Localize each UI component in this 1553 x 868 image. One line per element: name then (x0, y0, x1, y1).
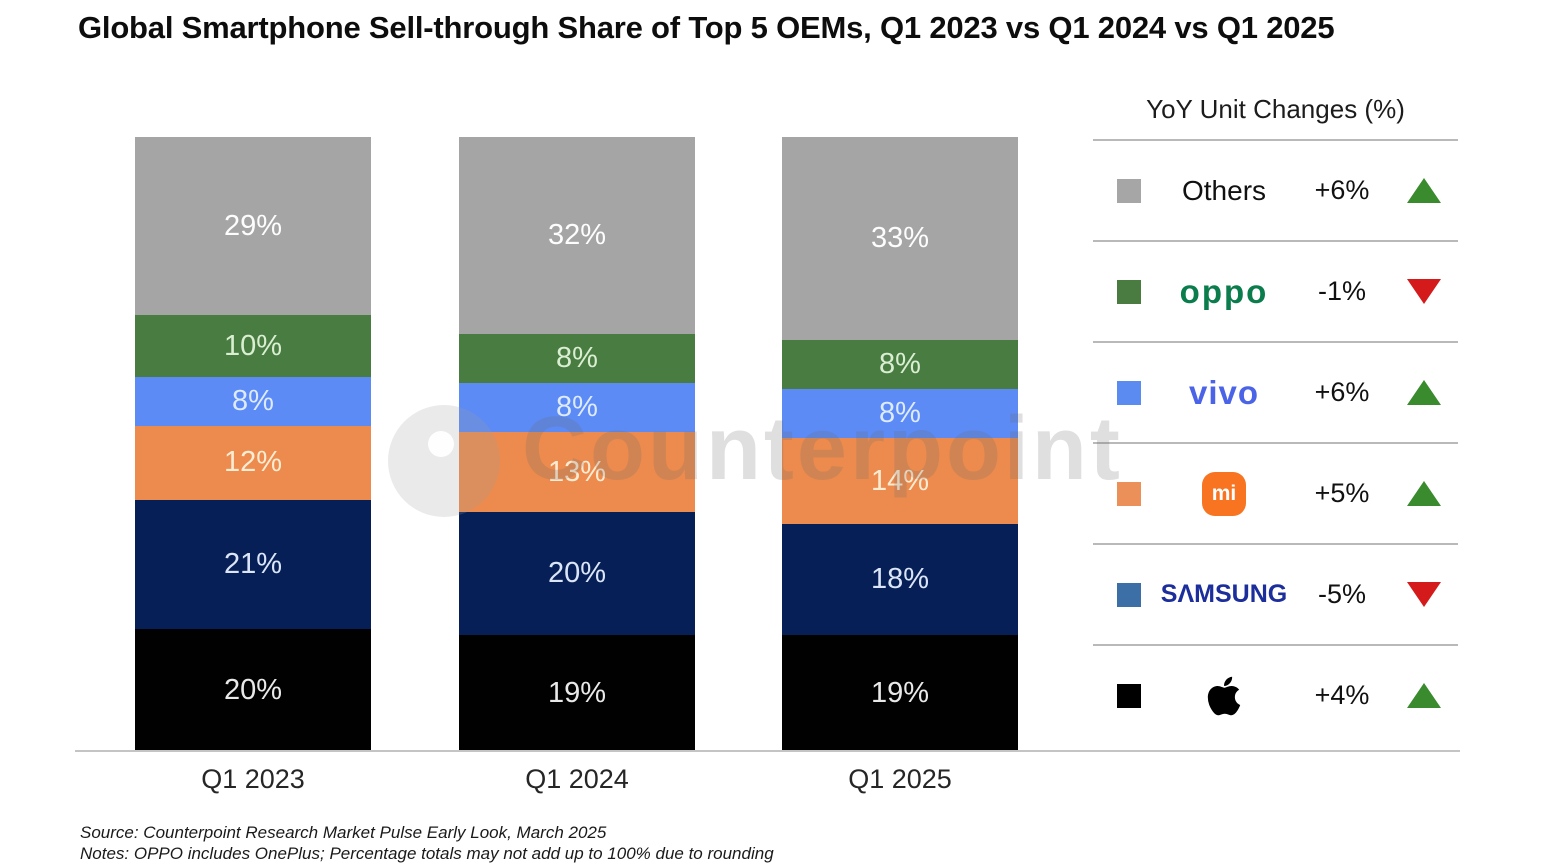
segment-apple-q1-2024: 19% (459, 635, 695, 752)
x-axis-line (75, 750, 1460, 752)
notes-line: Notes: OPPO includes OnePlus; Percentage… (80, 844, 774, 863)
source-line: Source: Counterpoint Research Market Pul… (80, 823, 607, 842)
samsung-swatch (1117, 582, 1141, 607)
legend-row-oppo: oppo -1% (1093, 240, 1458, 341)
yoy-legend: YoY Unit Changes (%) Others +6% oppo -1% viv… (1093, 80, 1458, 745)
others-yoy-change: +6% (1314, 175, 1370, 205)
bar-q1-2024: 32% 8% 8% 13% 20% 19% (459, 137, 695, 752)
category-label-q1-2024: Q1 2024 (525, 764, 629, 794)
xiaomi-swatch (1117, 481, 1141, 506)
arrow-up-icon (1407, 481, 1441, 506)
vivo-swatch (1117, 380, 1141, 405)
mi-icon: mi (1202, 471, 1246, 516)
segment-value-label: 12% (223, 446, 283, 479)
others-wordmark: Others (1181, 174, 1267, 206)
category-label-q1-2025: Q1 2025 (848, 764, 952, 794)
segment-others-q1-2025: 33% (782, 137, 1018, 340)
segment-xiaomi-q1-2023: 12% (135, 426, 371, 500)
segment-value-label: 20% (223, 673, 283, 706)
legend-row-vivo: vivo +6% (1093, 341, 1458, 442)
bar-q1-2025: 33% 8% 8% 14% 18% 19% (782, 137, 1018, 752)
apple-swatch (1117, 683, 1141, 708)
legend-row-samsung: SΛMSUNG -5% (1093, 543, 1458, 644)
segment-apple-q1-2025: 19% (782, 635, 1018, 752)
apple-icon (1207, 676, 1241, 715)
vivo-yoy-change: +6% (1314, 377, 1370, 407)
segment-value-label: 18% (870, 563, 930, 596)
segment-value-label: 13% (547, 455, 607, 488)
segment-value-label: 8% (556, 341, 598, 374)
segment-others-q1-2023: 29% (135, 137, 371, 316)
segment-samsung-q1-2025: 18% (782, 524, 1018, 636)
segment-apple-q1-2023: 20% (135, 628, 371, 752)
segment-xiaomi-q1-2024: 13% (459, 432, 695, 513)
segment-vivo-q1-2025: 8% (782, 389, 1018, 439)
xiaomi-logo: mi (1149, 471, 1299, 516)
segment-vivo-q1-2023: 8% (135, 376, 371, 427)
samsung-logo: SΛMSUNG (1149, 580, 1299, 609)
arrow-down-icon (1407, 582, 1441, 607)
arrow-down-icon (1407, 279, 1441, 304)
segment-samsung-q1-2023: 21% (135, 499, 371, 629)
others-logo: Others (1149, 175, 1299, 207)
arrow-up-icon (1407, 178, 1441, 203)
vivo-wordmark: vivo (1188, 373, 1260, 411)
segment-oppo-q1-2024: 8% (459, 333, 695, 383)
segment-samsung-q1-2024: 20% (459, 512, 695, 636)
segment-value-label: 14% (870, 464, 930, 497)
segment-value-label: 8% (556, 391, 598, 424)
segment-value-label: 10% (223, 329, 283, 362)
segment-value-label: 8% (232, 384, 274, 417)
oppo-logo: oppo (1149, 273, 1299, 311)
arrow-up-icon (1407, 683, 1441, 708)
vivo-logo: vivo (1149, 374, 1299, 412)
segment-oppo-q1-2023: 10% (135, 315, 371, 377)
samsung-yoy-change: -5% (1317, 579, 1366, 609)
segment-value-label: 29% (223, 209, 283, 242)
category-label-q1-2023: Q1 2023 (201, 764, 305, 794)
segment-vivo-q1-2024: 8% (459, 382, 695, 433)
arrow-up-icon (1407, 380, 1441, 405)
segment-oppo-q1-2025: 8% (782, 339, 1018, 390)
segment-value-label: 32% (547, 218, 607, 251)
legend-row-others: Others +6% (1093, 139, 1458, 240)
oppo-swatch (1117, 279, 1141, 304)
others-swatch (1117, 178, 1141, 203)
oppo-yoy-change: -1% (1317, 276, 1366, 306)
samsung-wordmark: SΛMSUNG (1160, 580, 1288, 608)
segment-others-q1-2024: 32% (459, 137, 695, 334)
bar-q1-2023: 29% 10% 8% 12% 21% 20% (135, 137, 371, 752)
segment-value-label: 8% (879, 348, 921, 381)
segment-value-label: 20% (547, 557, 607, 590)
legend-row-apple: +4% (1093, 644, 1458, 745)
oppo-wordmark: oppo (1179, 272, 1269, 310)
segment-value-label: 21% (223, 547, 283, 580)
segment-value-label: 33% (870, 221, 930, 254)
legend-title: YoY Unit Changes (%) (1146, 94, 1405, 124)
chart-title: Global Smartphone Sell-through Share of … (78, 10, 1335, 45)
xiaomi-yoy-change: +5% (1314, 478, 1370, 508)
footer-notes: Source: Counterpoint Research Market Pul… (80, 822, 774, 864)
segment-value-label: 19% (547, 677, 607, 710)
segment-value-label: 8% (879, 397, 921, 430)
apple-yoy-change: +4% (1314, 680, 1370, 710)
apple-logo (1149, 674, 1299, 718)
legend-row-xiaomi: mi +5% (1093, 442, 1458, 543)
segment-value-label: 19% (870, 677, 930, 710)
segment-xiaomi-q1-2025: 14% (782, 438, 1018, 525)
